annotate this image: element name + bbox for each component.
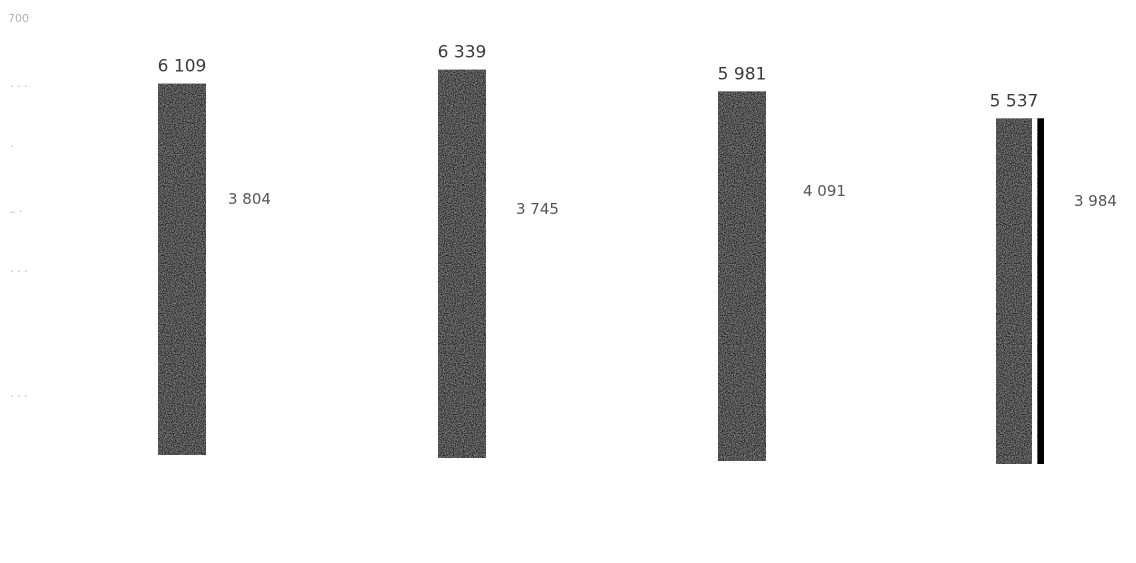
secondary-value-label-4: 3 984 bbox=[1074, 192, 1117, 210]
bar-2 bbox=[438, 69, 486, 458]
bar-1 bbox=[158, 83, 206, 455]
bar-4-stripe bbox=[1038, 118, 1044, 464]
secondary-value-label-3: 4 091 bbox=[803, 182, 846, 200]
y-axis-faint-ticks: · · · · – · · · · · · · bbox=[10, 80, 27, 403]
bar-3 bbox=[718, 91, 766, 462]
bar-value-label-3: 5 981 bbox=[718, 64, 767, 84]
data-labels-group: 6 109 3 804 6 339 3 745 5 981 4 091 5 537 3 984 bbox=[158, 43, 1117, 218]
bar-value-label-2: 6 339 bbox=[438, 43, 487, 63]
y-axis-top-label: 700 bbox=[8, 12, 29, 25]
bar-value-label-4: 5 537 bbox=[990, 91, 1039, 111]
y-tick-faint-2: · bbox=[10, 140, 14, 153]
bar-value-label-1: 6 109 bbox=[158, 57, 207, 77]
bars-group bbox=[158, 69, 1044, 464]
secondary-value-label-2: 3 745 bbox=[516, 200, 559, 218]
y-tick-faint-1: · · · bbox=[10, 80, 27, 93]
secondary-value-label-1: 3 804 bbox=[228, 190, 271, 208]
bar-4-gap bbox=[1032, 118, 1037, 464]
y-tick-faint-3: – · bbox=[10, 205, 23, 218]
y-tick-faint-4: · · · bbox=[10, 265, 27, 278]
y-tick-faint-5: · · · bbox=[10, 390, 27, 403]
